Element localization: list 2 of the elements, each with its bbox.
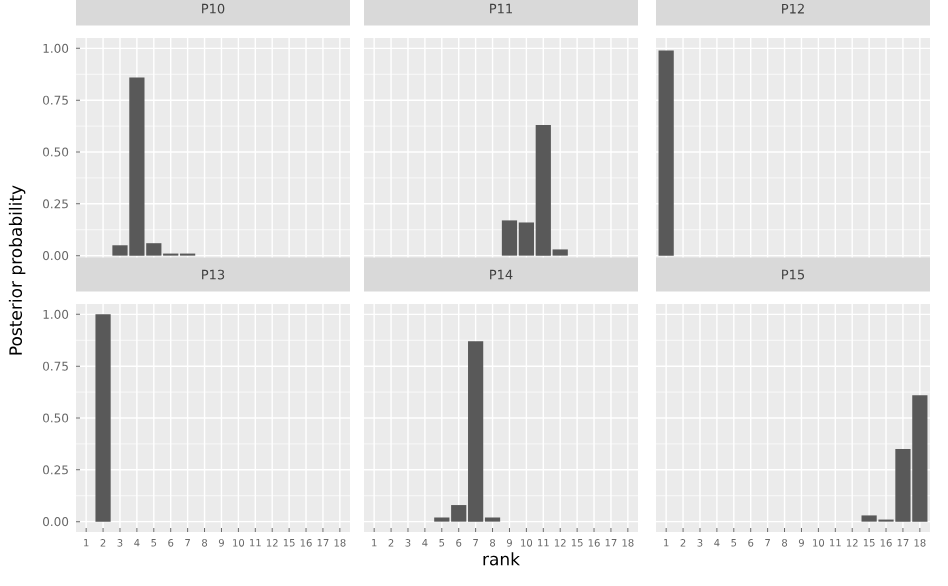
x-axis-title: rank xyxy=(483,552,520,566)
y-axis-title: Posterior probability xyxy=(8,185,26,355)
